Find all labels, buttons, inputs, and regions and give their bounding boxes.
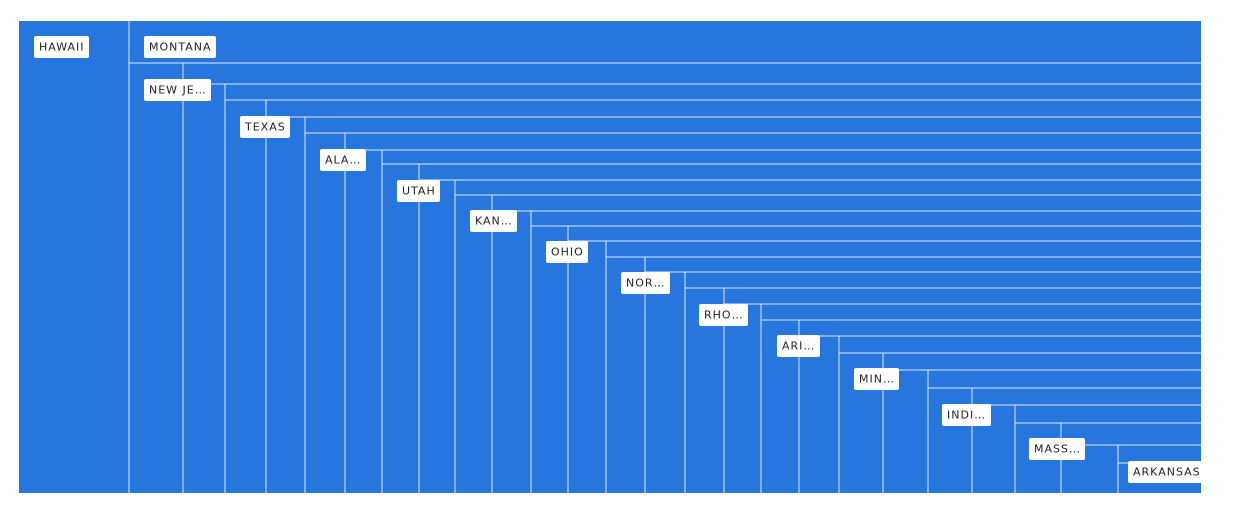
label-box: [854, 368, 899, 390]
label-text: TEXAS: [244, 121, 286, 134]
label-text: UTAH: [402, 185, 436, 198]
labels: HAWAII MONTANA NEW JE… TEXAS ALA… UTAH KAN… OHI…: [34, 36, 1205, 483]
label-text: INDI…: [947, 409, 986, 422]
label-box: [699, 304, 748, 326]
label-text: ALA…: [325, 154, 361, 167]
label-box: [34, 36, 89, 58]
label-box: [240, 116, 290, 138]
tile-label: KAN…: [470, 210, 517, 232]
label-box: [777, 335, 820, 357]
tile-label: ARKANSAS: [1128, 461, 1205, 483]
label-text: NOR…: [626, 277, 666, 290]
tile-label: MIN…: [854, 368, 899, 390]
label-text: ARKANSAS: [1133, 466, 1201, 479]
label-text: OHIO: [551, 246, 584, 259]
label-text: MIN…: [859, 373, 895, 386]
tile-label: TEXAS: [240, 116, 290, 138]
label-box: [397, 180, 440, 202]
label-box: [546, 241, 588, 263]
label-text: MONTANA: [149, 41, 212, 54]
label-text: NEW JE…: [149, 84, 207, 97]
dividers: [129, 62, 1201, 493]
label-box: [1128, 461, 1205, 483]
label-text: ARI…: [782, 340, 815, 353]
tile-label: NOR…: [621, 272, 670, 294]
label-box: [942, 404, 991, 426]
label-text: MASS…: [1034, 443, 1081, 456]
tile-label: HAWAII: [34, 36, 89, 58]
tile-label: ARI…: [777, 335, 820, 357]
tile-label: MASS…: [1029, 438, 1085, 460]
tile-label: INDI…: [942, 404, 991, 426]
tile-label: MONTANA: [144, 36, 216, 58]
tile-label: NEW JE…: [144, 79, 211, 101]
label-box: [621, 272, 670, 294]
label-text: HAWAII: [39, 41, 84, 54]
label-box: [144, 36, 216, 58]
label-box: [470, 210, 517, 232]
label-text: RHO…: [704, 309, 744, 322]
tile-label: UTAH: [397, 180, 440, 202]
tile-label: ALA…: [320, 149, 366, 171]
label-box: [1029, 438, 1085, 460]
label-box: [144, 79, 211, 101]
tile-label: RHO…: [699, 304, 748, 326]
tile-label: OHIO: [546, 241, 588, 263]
label-text: KAN…: [475, 215, 513, 228]
label-box: [320, 149, 366, 171]
